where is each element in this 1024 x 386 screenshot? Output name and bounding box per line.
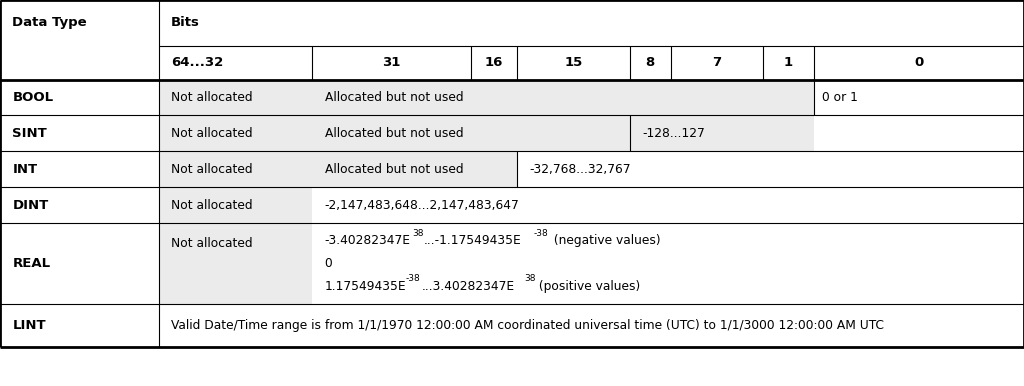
Bar bbox=[0, 304, 159, 347]
Bar bbox=[0, 46, 159, 80]
Text: -3.40282347E: -3.40282347E bbox=[325, 234, 411, 247]
Bar bbox=[159, 0, 1024, 46]
Text: 1: 1 bbox=[784, 56, 793, 69]
Text: BOOL: BOOL bbox=[12, 91, 53, 104]
Text: 0 or 1: 0 or 1 bbox=[822, 91, 858, 104]
Bar bbox=[0, 187, 159, 223]
Text: DINT: DINT bbox=[12, 199, 48, 212]
Text: Allocated but not used: Allocated but not used bbox=[325, 91, 463, 104]
Text: -2,147,483,648...2,147,483,647: -2,147,483,648...2,147,483,647 bbox=[325, 199, 519, 212]
Bar bbox=[0, 80, 159, 115]
Bar bbox=[630, 115, 814, 151]
Text: LINT: LINT bbox=[12, 319, 46, 332]
Bar bbox=[0, 0, 159, 46]
Text: Allocated but not used: Allocated but not used bbox=[325, 127, 463, 140]
Text: Data Type: Data Type bbox=[12, 16, 87, 29]
Text: (negative values): (negative values) bbox=[550, 234, 660, 247]
Text: SINT: SINT bbox=[12, 127, 47, 140]
Text: 1.17549435E: 1.17549435E bbox=[325, 280, 407, 293]
Bar bbox=[0, 151, 159, 187]
Text: 31: 31 bbox=[383, 56, 400, 69]
Text: -32,768...32,767: -32,768...32,767 bbox=[529, 163, 631, 176]
Bar bbox=[159, 151, 312, 187]
Bar bbox=[159, 187, 312, 223]
Text: Not allocated: Not allocated bbox=[171, 199, 253, 212]
Text: Not allocated: Not allocated bbox=[171, 127, 253, 140]
Text: 8: 8 bbox=[645, 56, 655, 69]
Bar bbox=[159, 115, 312, 151]
Text: -38: -38 bbox=[534, 229, 548, 238]
Bar bbox=[814, 115, 1024, 151]
Bar bbox=[159, 223, 312, 304]
Bar bbox=[814, 80, 1024, 115]
Bar bbox=[312, 187, 1024, 223]
Text: -128...127: -128...127 bbox=[642, 127, 705, 140]
Text: 38: 38 bbox=[413, 229, 424, 238]
Text: 7: 7 bbox=[713, 56, 721, 69]
Text: Valid Date/Time range is from 1/1/1970 12:00:00 AM coordinated universal time (U: Valid Date/Time range is from 1/1/1970 1… bbox=[171, 319, 884, 332]
Bar bbox=[517, 151, 1024, 187]
Bar bbox=[159, 304, 1024, 347]
Text: ...-1.17549435E: ...-1.17549435E bbox=[424, 234, 521, 247]
Text: 15: 15 bbox=[564, 56, 583, 69]
Bar bbox=[312, 115, 630, 151]
Text: Not allocated: Not allocated bbox=[171, 91, 253, 104]
Text: Not allocated: Not allocated bbox=[171, 163, 253, 176]
Text: INT: INT bbox=[12, 163, 38, 176]
Bar bbox=[0, 115, 159, 151]
Bar bbox=[0, 223, 159, 304]
Bar bbox=[312, 223, 1024, 304]
Text: 0: 0 bbox=[325, 257, 333, 270]
Text: -38: -38 bbox=[406, 274, 420, 283]
Text: Bits: Bits bbox=[171, 16, 200, 29]
Text: ...3.40282347E: ...3.40282347E bbox=[422, 280, 515, 293]
Bar bbox=[312, 151, 517, 187]
Text: 64...32: 64...32 bbox=[171, 56, 223, 69]
Text: Not allocated: Not allocated bbox=[171, 237, 253, 250]
Text: REAL: REAL bbox=[12, 257, 50, 270]
Text: 16: 16 bbox=[485, 56, 503, 69]
Text: 0: 0 bbox=[914, 56, 924, 69]
Bar bbox=[159, 46, 1024, 80]
Text: (positive values): (positive values) bbox=[535, 280, 640, 293]
Bar bbox=[312, 80, 814, 115]
Text: 38: 38 bbox=[524, 274, 536, 283]
Bar bbox=[159, 80, 312, 115]
Text: Allocated but not used: Allocated but not used bbox=[325, 163, 463, 176]
